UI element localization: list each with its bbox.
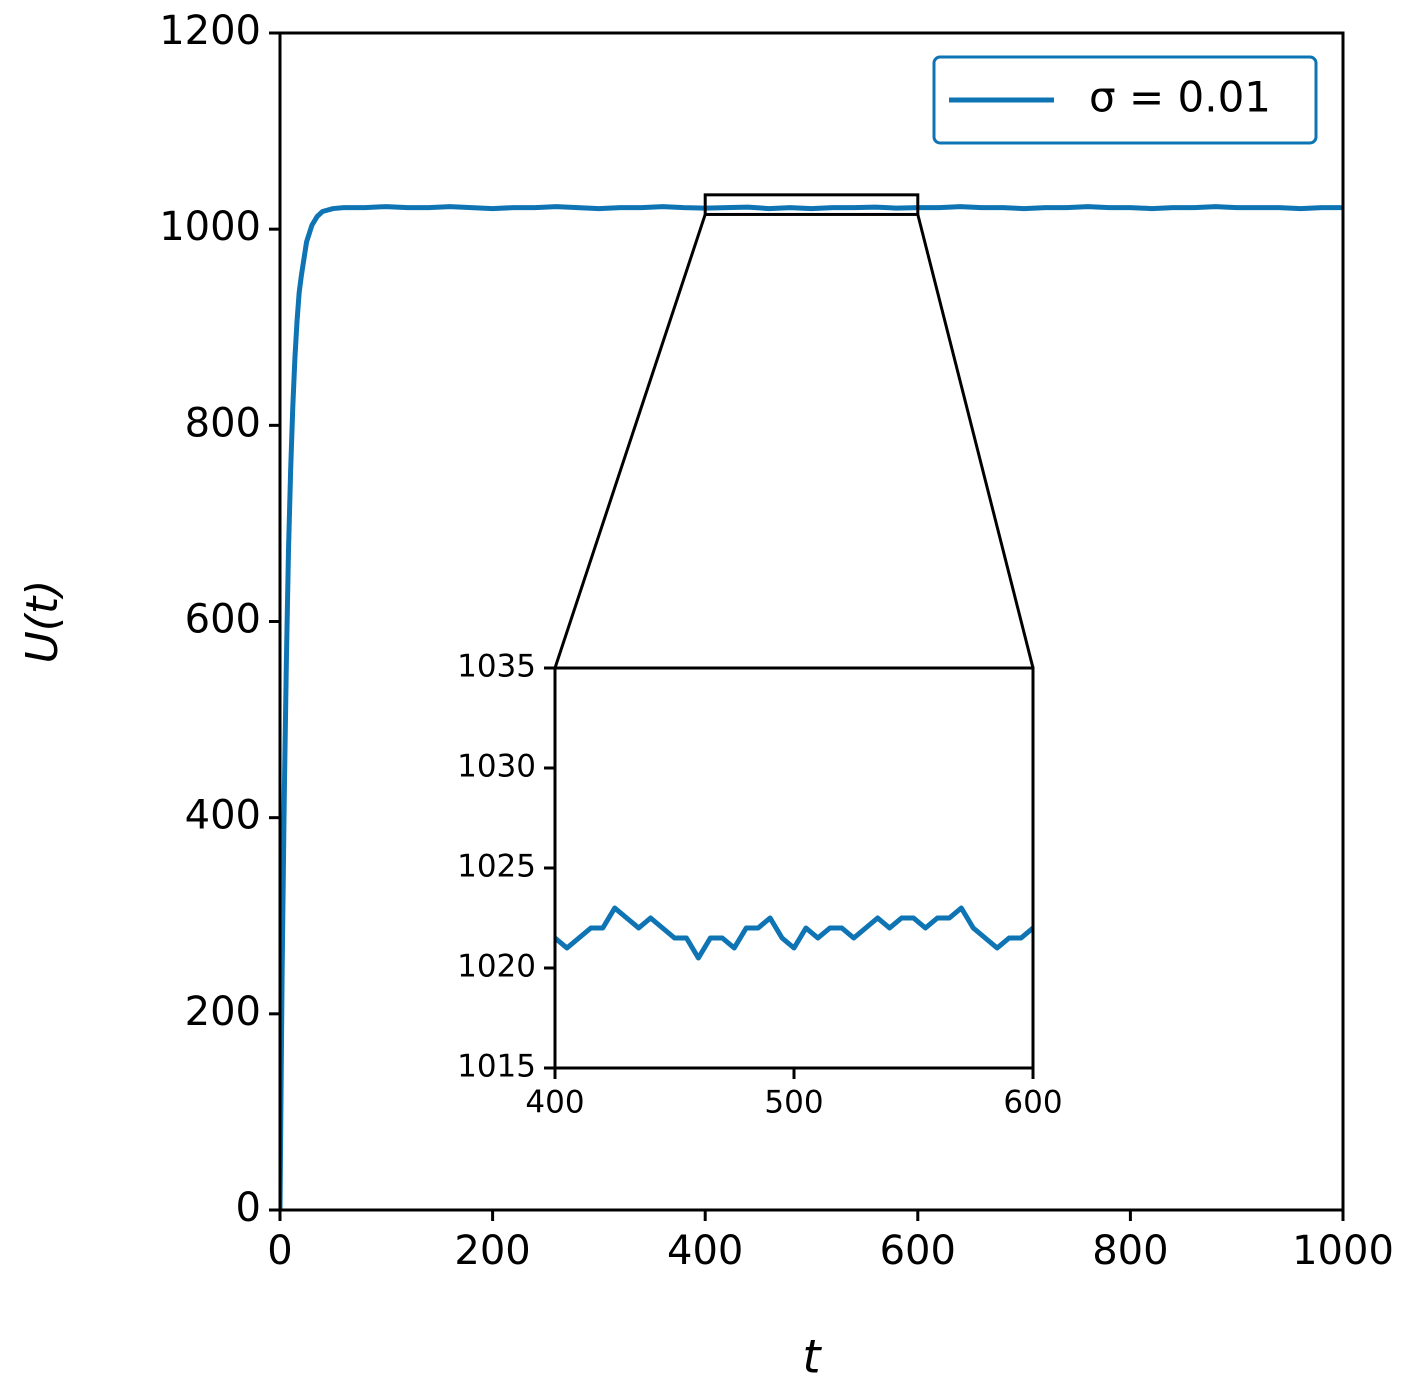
data-line [280, 204, 1343, 1210]
x-tick-label: 500 [764, 1084, 823, 1120]
x-tick-label: 200 [454, 1228, 530, 1274]
y-tick-label: 0 [236, 1185, 261, 1231]
x-tick-label: 1000 [1292, 1228, 1394, 1274]
plot-area [555, 668, 1033, 1068]
x-tick-label: 600 [1003, 1084, 1062, 1120]
zoom-connector [553, 213, 707, 669]
y-tick-label: 1020 [457, 949, 536, 985]
axes-frame [553, 666, 1035, 1070]
x-tick-label: 400 [525, 1084, 584, 1120]
y-tick-label: 600 [185, 597, 261, 643]
y-tick-label: 400 [185, 793, 261, 839]
legend-label: σ = 0.01 [1089, 73, 1271, 122]
legend: σ = 0.01 [932, 55, 1318, 145]
axes: 1015 1020 1025 1030 1035 400 500 600 [457, 649, 1062, 1121]
zoom-connector [916, 214, 1035, 669]
data-line [555, 905, 1033, 961]
y-tick-label: 1015 [457, 1049, 536, 1085]
y-tick-label: 1200 [159, 8, 261, 54]
x-axis-label: t [802, 1330, 822, 1384]
legend-box [932, 55, 1318, 145]
y-tick-label: 1035 [457, 649, 536, 685]
zoom-box [703, 193, 920, 216]
y-tick-label: 1000 [159, 204, 261, 250]
x-tick-label: 400 [667, 1228, 743, 1274]
y-tick-label: 1030 [457, 749, 536, 785]
y-axis-label: U(t) [17, 580, 68, 664]
x-tick-label: 800 [1092, 1228, 1168, 1274]
x-tick-label: 0 [267, 1228, 292, 1274]
y-tick-label: 200 [185, 989, 261, 1035]
x-tick-label: 600 [880, 1228, 956, 1274]
y-tick-label: 1025 [457, 849, 536, 885]
axes-frame [278, 31, 1345, 1212]
y-tick-label: 800 [185, 400, 261, 446]
